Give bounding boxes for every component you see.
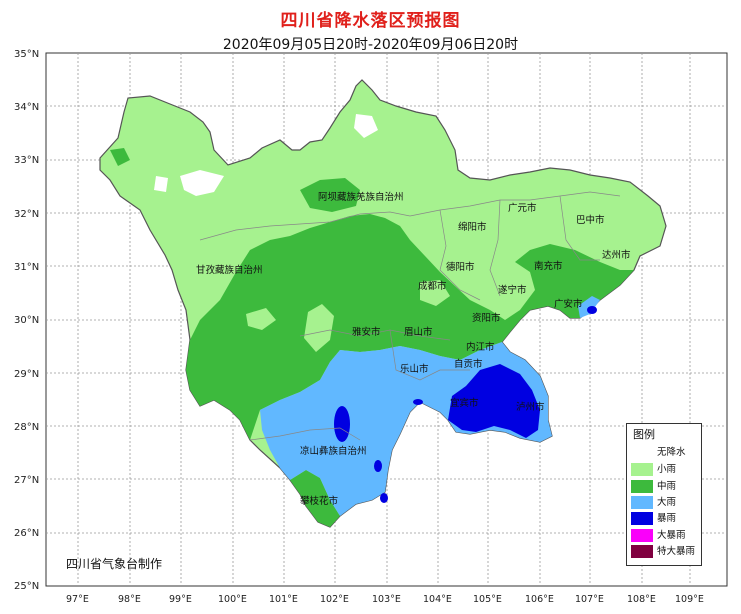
legend-label: 无降水 [657,447,686,458]
place-labels: 阿坝藏族羌族自治州 甘孜藏族自治州 凉山彝族自治州 广元市 巴中市 绵阳市 德阳… [196,191,631,507]
legend-label: 大雨 [657,497,677,508]
legend-label: 特大暴雨 [657,546,696,557]
no-rain-patch [154,176,168,192]
legend-item-heavy-rain: 大雨 [631,496,701,510]
place-label-aba: 阿坝藏族羌族自治州 [318,191,404,203]
lat-label: 30°N [14,315,39,326]
rainstorm-patch [374,460,382,472]
legend-swatch [631,496,653,509]
lon-label: 99°E [169,594,192,605]
map-subtitle: 2020年09月05日20时-2020年09月06日20时 [222,37,519,53]
lat-label: 35°N [14,49,39,60]
place-label-guangyuan: 广元市 [508,202,537,214]
place-label-chengdu: 成都市 [418,280,447,292]
lat-label: 27°N [14,475,39,486]
light-rain-patch [420,280,450,306]
place-label-guangan: 广安市 [554,298,583,310]
map-frame [45,52,728,587]
legend-item-no-rain: 无降水 [631,446,701,460]
legend-label: 小雨 [657,464,677,475]
legend-item-heavy-rainstorm: 大暴雨 [631,529,701,543]
lon-label: 101°E [269,594,298,605]
lon-label: 102°E [320,594,349,605]
lat-label: 25°N [14,581,39,592]
lon-label: 98°E [118,594,141,605]
lon-label: 108°E [627,594,656,605]
place-label-mianyang: 绵阳市 [458,221,487,233]
rainstorm-area [448,364,540,438]
latitude-labels: 25°N 26°N 27°N 28°N 29°N 30°N 31°N 32°N … [14,49,39,592]
legend-title: 图例 [633,428,655,441]
place-label-zigong: 自贡市 [454,358,483,370]
place-label-liangshan: 凉山彝族自治州 [300,445,367,457]
rainstorm-patch [380,493,388,503]
legend-label: 暴雨 [657,513,677,524]
place-label-suining: 遂宁市 [498,284,527,296]
lat-label: 29°N [14,369,39,380]
lat-label: 31°N [14,262,39,273]
lat-label: 28°N [14,422,39,433]
place-label-meishan: 眉山市 [404,326,433,338]
lon-label: 106°E [525,594,554,605]
legend-swatch [631,512,653,525]
light-rain-patch [246,308,276,330]
lon-label: 107°E [575,594,604,605]
rainstorm-patch [334,406,350,442]
place-label-deyang: 德阳市 [446,261,475,273]
moderate-rain-patch [110,148,130,166]
legend-swatch [631,480,653,493]
lon-label: 103°E [372,594,401,605]
place-label-ganzi: 甘孜藏族自治州 [196,264,263,276]
no-rain-patch [180,170,224,196]
rainstorm-patch [413,399,423,405]
moderate-rain-area [186,214,634,440]
legend-swatch [631,545,653,558]
lat-label: 32°N [14,209,39,220]
place-label-yibin: 宜宾市 [450,397,479,409]
prefecture-boundaries [199,191,621,441]
map-title: 四川省降水落区预报图 [280,11,461,31]
credit-text: 四川省气象台制作 [66,557,163,571]
place-label-dazhou: 达州市 [602,249,631,261]
legend-item-light-rain: 小雨 [631,463,701,477]
legend-swatch [631,463,653,476]
longitude-labels: 97°E 98°E 99°E 100°E 101°E 102°E 103°E 1… [66,594,704,605]
no-rain-patch [354,114,378,138]
light-rain-patch [304,304,334,352]
legend-swatch [631,446,653,459]
legend: 图例 无降水 小雨 中雨 大雨 暴雨 大暴雨 特大暴雨 [626,423,702,566]
legend-item-moderate-rain: 中雨 [631,480,701,494]
place-label-bazhong: 巴中市 [576,214,605,226]
legend-label: 大暴雨 [657,530,686,541]
lon-label: 109°E [675,594,704,605]
lat-label: 33°N [14,155,39,166]
place-label-nanchong: 南充市 [534,260,563,272]
lon-label: 104°E [423,594,452,605]
place-label-ziyang: 资阳市 [472,312,501,324]
place-label-panzhihua: 攀枝花市 [300,495,339,507]
lon-label: 100°E [218,594,247,605]
place-label-neijiang: 内江市 [466,341,495,353]
legend-item-rainstorm: 暴雨 [631,512,701,526]
lat-label: 26°N [14,528,39,539]
moderate-rain-patch [290,470,340,527]
lon-label: 97°E [66,594,89,605]
place-label-luzhou: 泸州市 [516,401,545,413]
lon-label: 105°E [473,594,502,605]
moderate-rain-patch [300,178,360,212]
place-label-leshan: 乐山市 [400,363,429,375]
legend-item-extreme-rainstorm: 特大暴雨 [631,545,701,559]
rainstorm-patch [587,306,597,314]
lat-label: 34°N [14,102,39,113]
legend-swatch [631,529,653,542]
legend-label: 中雨 [657,481,677,492]
place-label-yaan: 雅安市 [352,326,381,338]
